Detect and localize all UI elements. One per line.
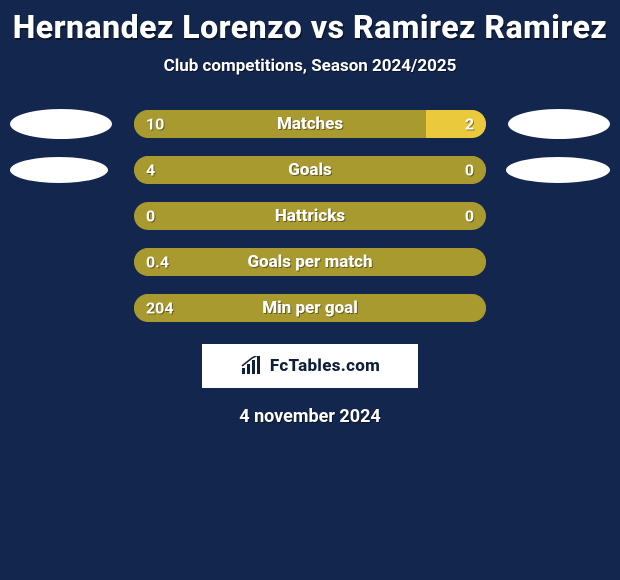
stat-label: Goals per match	[247, 252, 372, 272]
stat-row: 0 0 Hattricks	[0, 202, 620, 230]
stat-label: Matches	[277, 114, 343, 134]
stat-bar: 10 2 Matches	[134, 110, 486, 138]
stat-bar: 4 0 Goals	[134, 156, 486, 184]
player-avatar-left	[10, 157, 108, 183]
stat-bar: 0.4 Goals per match	[134, 248, 486, 276]
stat-bar: 0 0 Hattricks	[134, 202, 486, 230]
bar-chart-icon	[240, 356, 264, 376]
stat-value-right: 0	[465, 207, 474, 226]
stat-value-right: 2	[465, 115, 474, 134]
stat-value-left: 204	[146, 299, 174, 318]
stat-label: Min per goal	[262, 298, 358, 318]
stat-value-left: 10	[146, 115, 164, 134]
season-subtitle: Club competitions, Season 2024/2025	[0, 56, 620, 76]
stat-row: 10 2 Matches	[0, 110, 620, 138]
player-avatar-right	[508, 109, 610, 139]
comparison-rows: 10 2 Matches 4 0 Goals 0 0 Hattricks 0.4 Goals per…	[0, 110, 620, 322]
stat-row: 4 0 Goals	[0, 156, 620, 184]
stat-bar: 204 Min per goal	[134, 294, 486, 322]
player-avatar-left	[10, 109, 112, 139]
stat-value-left: 4	[146, 161, 155, 180]
logo-badge: FcTables.com	[202, 344, 418, 388]
stat-label: Hattricks	[275, 206, 345, 226]
stat-label: Goals	[288, 160, 332, 180]
stat-value-left: 0.4	[146, 253, 169, 272]
logo-text: FcTables.com	[270, 356, 380, 376]
stat-row: 204 Min per goal	[0, 294, 620, 322]
stat-value-right: 0	[465, 161, 474, 180]
stat-value-left: 0	[146, 207, 155, 226]
player-avatar-right	[506, 157, 610, 183]
date-caption: 4 november 2024	[0, 406, 620, 427]
page-title: Hernandez Lorenzo vs Ramirez Ramirez	[0, 0, 620, 46]
stat-row: 0.4 Goals per match	[0, 248, 620, 276]
stat-bar-right-segment	[426, 110, 486, 138]
